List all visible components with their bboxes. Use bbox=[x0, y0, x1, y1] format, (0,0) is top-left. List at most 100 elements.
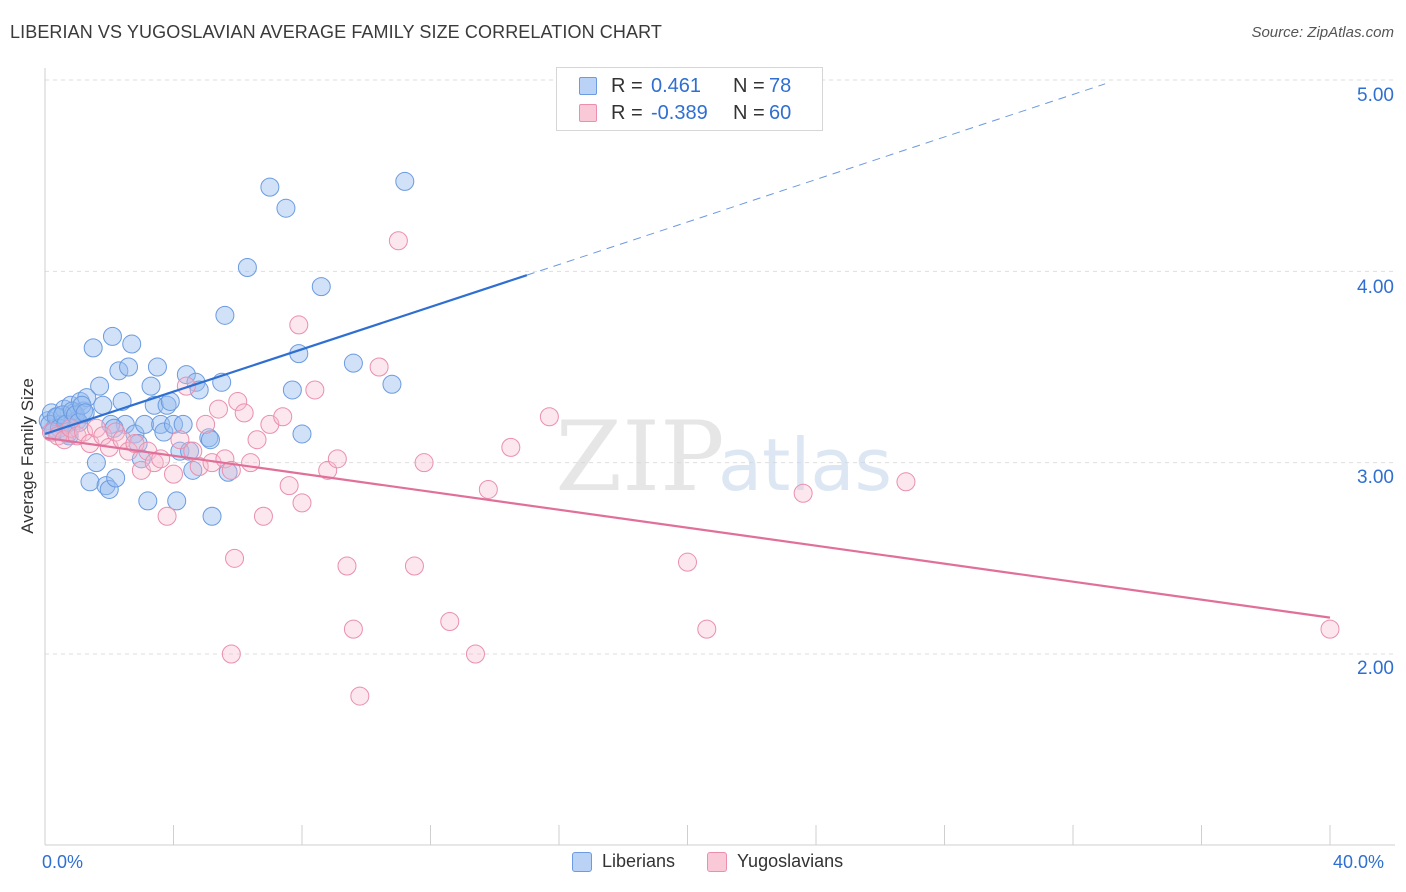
legend-n-label: N = bbox=[733, 101, 765, 124]
yugoslavians-point bbox=[292, 493, 312, 513]
liberians-point bbox=[135, 414, 155, 434]
yugoslavians-point bbox=[369, 357, 389, 377]
liberians-point bbox=[176, 365, 196, 385]
yugoslavians-point bbox=[253, 506, 273, 526]
liberians-point bbox=[343, 353, 363, 373]
yugoslavians-point bbox=[176, 376, 196, 396]
yugoslavians-point bbox=[189, 456, 209, 476]
watermark: ZIP atlas bbox=[555, 401, 892, 513]
yugoslavians-point bbox=[289, 315, 309, 335]
yugoslavians-point bbox=[337, 556, 357, 576]
liberians-point bbox=[215, 305, 235, 325]
liberians-point bbox=[115, 414, 135, 434]
legend-swatch-liberians bbox=[572, 851, 592, 872]
yugoslavians-point bbox=[86, 418, 106, 438]
watermark-zip: ZIP bbox=[555, 401, 724, 513]
yugoslavians-point bbox=[74, 422, 94, 442]
yugoslavians-point bbox=[414, 453, 434, 473]
yugoslavians-point bbox=[678, 552, 697, 572]
legend-n-label: N = bbox=[733, 74, 765, 97]
liberians-point bbox=[382, 374, 402, 394]
liberians-point bbox=[102, 326, 122, 346]
legend-n-value-liberians: 78 bbox=[769, 74, 792, 97]
liberians-point bbox=[237, 258, 257, 278]
legend-r-label: R = bbox=[611, 101, 643, 124]
yugoslavians-point bbox=[279, 476, 299, 496]
yugoslavians-point bbox=[221, 644, 241, 664]
liberians-point bbox=[80, 472, 100, 492]
legend-swatch-liberians bbox=[579, 77, 597, 95]
liberians-point bbox=[138, 491, 158, 511]
yugoslavians-point bbox=[208, 399, 228, 419]
yugoslavians-point bbox=[164, 464, 183, 484]
points-layer bbox=[38, 171, 1340, 706]
yugoslavians-point bbox=[404, 556, 424, 576]
yugoslavians-point bbox=[793, 483, 813, 503]
yugoslavians-point bbox=[225, 548, 245, 568]
legend-row-liberians: R = 0.461 N = 78 bbox=[579, 74, 791, 98]
yugoslavians-point bbox=[539, 407, 559, 427]
correlation-legend: R = 0.461 N = 78 R = -0.389 N = 60 bbox=[556, 67, 823, 131]
legend-label-yugoslavians: Yugoslavians bbox=[737, 851, 844, 871]
liberians-point bbox=[122, 334, 142, 354]
liberians-point bbox=[141, 376, 161, 396]
liberians-point bbox=[200, 430, 220, 450]
axis-layer bbox=[44, 68, 1395, 846]
yugoslavians-trend-line bbox=[44, 436, 1331, 619]
legend-r-value-yugoslavians: -0.389 bbox=[651, 101, 708, 124]
liberians-point bbox=[395, 171, 415, 191]
liberians-point bbox=[167, 491, 187, 511]
liberians-point bbox=[99, 479, 119, 499]
legend-label-liberians: Liberians bbox=[602, 851, 676, 871]
liberians-point bbox=[109, 361, 129, 381]
liberians-point bbox=[202, 506, 222, 526]
liberians-point bbox=[83, 338, 103, 358]
source-label: Source: ZipAtlas.com bbox=[1251, 24, 1394, 41]
legend-r-label: R = bbox=[611, 74, 643, 97]
yugoslavians-point bbox=[228, 391, 248, 411]
yugoslavians-point bbox=[350, 686, 370, 706]
yugoslavians-point bbox=[221, 460, 241, 480]
yugoslavians-point bbox=[170, 430, 190, 450]
legend-swatch-yugoslavians bbox=[707, 851, 728, 872]
yugoslavians-point bbox=[157, 506, 177, 526]
x-tick-label-min: 0.0% bbox=[42, 852, 84, 872]
liberians-point bbox=[86, 453, 106, 473]
x-tick-label-max: 40.0% bbox=[1333, 852, 1385, 872]
liberians-point bbox=[90, 376, 110, 396]
yugoslavians-point bbox=[697, 619, 717, 639]
liberians-point bbox=[154, 422, 174, 442]
yugoslavians-point bbox=[106, 422, 126, 442]
legend-item-yugoslavians[interactable]: Yugoslavians bbox=[707, 851, 843, 872]
yugoslavians-point bbox=[465, 644, 485, 664]
chart-title: LIBERIAN VS YUGOSLAVIAN AVERAGE FAMILY S… bbox=[10, 22, 662, 42]
yugoslavians-point bbox=[241, 453, 261, 473]
liberians-point bbox=[147, 357, 167, 377]
liberians-point bbox=[292, 424, 312, 444]
yugoslavians-point bbox=[440, 611, 460, 631]
legend-row-yugoslavians: R = -0.389 N = 60 bbox=[579, 101, 791, 125]
y-tick-label-2: 2.00 bbox=[1357, 658, 1394, 679]
series-legend: Liberians Yugoslavians bbox=[572, 851, 875, 872]
y-tick-label-3: 3.00 bbox=[1357, 467, 1394, 488]
yugoslavians-point bbox=[234, 403, 254, 423]
yugoslavians-point bbox=[327, 449, 347, 469]
yugoslavians-point bbox=[247, 430, 267, 450]
y-tick-label-4: 4.00 bbox=[1357, 277, 1394, 298]
liberians-point bbox=[157, 395, 177, 415]
liberians-point bbox=[282, 380, 302, 400]
legend-item-liberians[interactable]: Liberians bbox=[572, 851, 675, 872]
legend-r-value-liberians: 0.461 bbox=[651, 74, 702, 97]
yugoslavians-point bbox=[501, 437, 521, 457]
yugoslavians-point bbox=[1320, 619, 1340, 639]
liberians-trend-line bbox=[44, 274, 528, 436]
liberians-point bbox=[93, 395, 113, 415]
liberians-trend-extension bbox=[526, 83, 1106, 276]
yugoslavians-point bbox=[196, 414, 216, 434]
y-axis-label: Average Family Size bbox=[18, 378, 37, 534]
yugoslavians-point bbox=[305, 380, 325, 400]
liberians-point bbox=[72, 395, 92, 415]
yugoslavians-point bbox=[388, 231, 408, 251]
yugoslavians-point bbox=[478, 479, 498, 499]
